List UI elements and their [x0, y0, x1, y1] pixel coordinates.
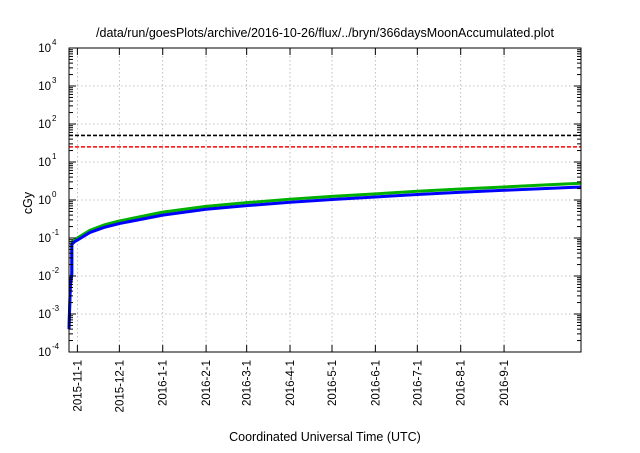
y-tick-exponent: -2 — [52, 266, 60, 275]
x-axis-label: Coordinated Universal Time (UTC) — [229, 430, 421, 444]
y-tick-label: 10 — [38, 347, 51, 359]
y-tick-base: 10 — [38, 81, 51, 93]
y-tick-label: 10 — [38, 157, 51, 169]
y-tick-base: 10 — [38, 119, 51, 131]
y-tick-label: 10 — [38, 195, 51, 207]
chart-title: /data/run/goesPlots/archive/2016-10-26/f… — [96, 26, 554, 40]
grid-lines — [69, 48, 581, 352]
x-tick-label: 2016-4-1 — [285, 360, 297, 406]
axis-ticks — [69, 47, 581, 353]
y-tick-base: 10 — [38, 43, 51, 55]
x-tick-label: 2016-2-1 — [201, 360, 213, 406]
x-tick-label: 2016-8-1 — [456, 360, 468, 406]
x-tick-label: 2016-6-1 — [370, 360, 382, 406]
y-tick-label: 10 — [38, 43, 51, 55]
y-tick-base: 10 — [38, 347, 51, 359]
x-tick-label: 2016-1-1 — [158, 360, 170, 406]
y-tick-base: 10 — [38, 309, 51, 321]
y-tick-exponent: 2 — [52, 114, 57, 123]
x-tick-label: 2016-3-1 — [242, 360, 254, 406]
x-tick-label: 2015-11-1 — [72, 360, 84, 412]
y-tick-label: 10 — [38, 119, 51, 131]
y-tick-exponent: 3 — [52, 76, 57, 85]
y-tick-base: 10 — [38, 157, 51, 169]
y-axis-label: cGy — [21, 191, 35, 214]
y-tick-base: 10 — [38, 271, 51, 283]
y-tick-label: 10 — [38, 271, 51, 283]
y-tick-exponent: 1 — [52, 152, 57, 161]
x-tick-label: 2016-9-1 — [499, 360, 511, 406]
y-tick-exponent: -1 — [52, 228, 60, 237]
y-tick-label: 10 — [38, 233, 51, 245]
y-tick-base: 10 — [38, 233, 51, 245]
x-tick-label: 2016-5-1 — [327, 360, 339, 406]
y-tick-exponent: 0 — [52, 190, 57, 199]
y-tick-base: 10 — [38, 195, 51, 207]
x-tick-label: 2016-7-1 — [412, 360, 424, 406]
y-tick-exponent: 4 — [52, 38, 57, 47]
x-tick-label: 2015-12-1 — [114, 360, 126, 412]
y-tick-label: 10 — [38, 309, 51, 321]
y-tick-label: 10 — [38, 81, 51, 93]
y-tick-exponent: -3 — [52, 304, 60, 313]
reference-lines — [69, 134, 581, 148]
x-tick-labels: 2015-11-1 2015-12-1 2016-1-1 2016-2-1 2016-3… — [72, 360, 511, 412]
y-tick-exponent: -4 — [52, 342, 60, 351]
